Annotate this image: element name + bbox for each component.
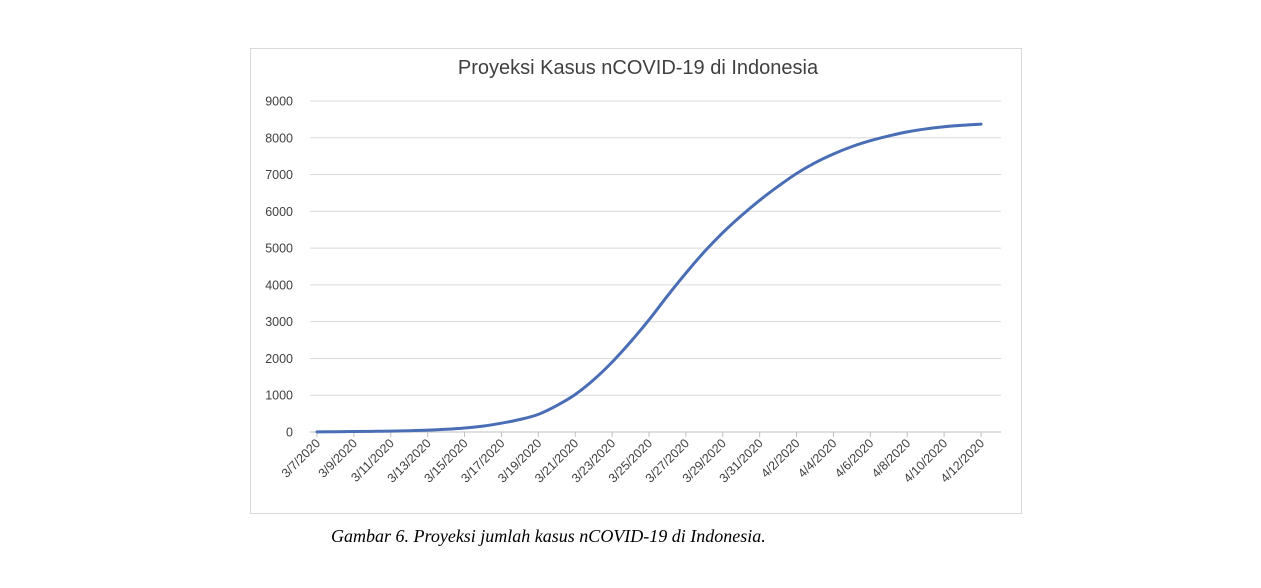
data-point [629,340,632,344]
data-point [481,424,485,428]
data-point [371,430,374,433]
data-point [389,429,392,433]
data-point [869,139,872,142]
x-tick-label: 4/4/2020 [795,436,839,480]
figure-caption: Gambar 6. Proyeksi jumlah kasus nCOVID-1… [331,526,766,546]
x-tick-label: 4/6/2020 [832,436,876,480]
data-point [684,271,688,275]
data-point [961,124,964,127]
data-point [832,152,835,156]
x-tick-label: 3/7/2020 [279,436,323,480]
data-point [334,430,337,433]
data-point [500,421,503,425]
y-tick-label: 5000 [265,242,293,256]
data-point [610,360,614,364]
data-point [426,428,429,432]
y-tick-label: 8000 [265,131,293,145]
y-axis-ticks: 0 1000 2000 3000 4000 5000 6000 7000 8000 9000 [265,95,293,440]
data-point [592,378,595,381]
data-point [776,185,780,188]
data-point [850,145,854,148]
data-point [906,130,909,134]
data-point [924,127,927,131]
y-tick-label: 3000 [265,315,293,329]
y-tick-label: 4000 [265,278,293,292]
gridlines [310,100,1001,433]
data-point [463,426,466,430]
data-point [518,418,522,421]
y-tick-label: 7000 [265,168,293,182]
data-point [555,404,558,407]
data-point [979,122,983,126]
data-point [647,318,651,322]
data-point [315,430,319,434]
data-point [758,199,761,202]
y-tick-label: 6000 [265,205,293,219]
data-point [666,294,669,298]
data-point [537,413,540,416]
data-point [740,214,743,217]
y-tick-label: 1000 [265,389,293,403]
chart-title: Proyeksi Kasus nCOVID-19 di Indonesia [458,57,819,79]
data-point [942,125,946,128]
y-tick-label: 9000 [265,95,293,109]
y-tick-label: 0 [286,426,293,440]
y-tick-label: 2000 [265,352,293,366]
data-point [408,429,411,432]
data-point [444,428,448,431]
data-point [352,430,356,433]
data-point [721,231,724,234]
data-point [574,393,577,396]
series-line [315,122,983,434]
series-layer [315,122,983,434]
chart-area: Proyeksi Kasus nCOVID-19 di Indonesia 0 1… [250,48,1022,514]
data-point [703,250,706,253]
data-point [887,134,890,138]
data-point [813,161,817,164]
data-point [795,172,798,175]
x-tick-label: 4/2/2020 [758,436,802,480]
x-axis-ticks: 3/7/20203/9/20203/11/20203/13/20203/15/2… [279,432,987,485]
line-chart: Proyeksi Kasus nCOVID-19 di Indonesia 0 1… [265,57,1001,485]
